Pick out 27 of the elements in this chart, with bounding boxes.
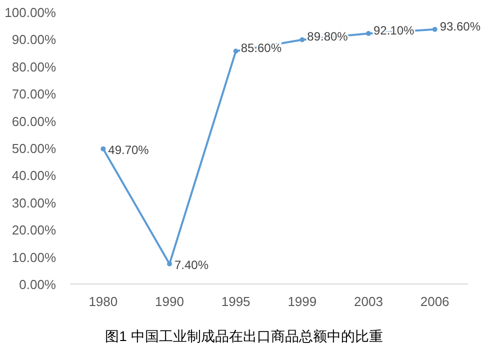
point bbox=[300, 37, 305, 42]
point bbox=[167, 261, 172, 266]
x-tick-label: 1990 bbox=[155, 294, 184, 309]
x-tick-label: 1980 bbox=[88, 294, 118, 309]
point bbox=[366, 30, 371, 36]
y-tick-label: 90.00% bbox=[12, 32, 56, 48]
point bbox=[100, 146, 106, 152]
point bbox=[432, 26, 438, 32]
y-tick-label: 20.00% bbox=[12, 222, 56, 238]
point bbox=[233, 48, 238, 54]
data-label: 93.60% bbox=[440, 19, 481, 34]
y-tick-label: 0.00% bbox=[19, 277, 56, 292]
x-tick-label: 1995 bbox=[221, 294, 250, 309]
y-tick-label: 100.00% bbox=[4, 5, 56, 20]
y-tick-label: 40.00% bbox=[12, 168, 56, 184]
y-tick-label: 80.00% bbox=[12, 59, 56, 74]
y-tick-label: 30.00% bbox=[12, 195, 56, 210]
y-tick-label: 10.00% bbox=[12, 250, 56, 265]
x-tick-label: 2003 bbox=[354, 294, 383, 309]
data-label: 7.40% bbox=[174, 258, 209, 272]
y-tick-label: 50.00% bbox=[12, 141, 56, 156]
x-tick-label: 1999 bbox=[288, 294, 317, 309]
text: 图1 中国工业制成品在出口商品总额中的比重 bbox=[105, 328, 383, 344]
y-tick-label: 60.00% bbox=[12, 114, 56, 129]
data-label: 49.70% bbox=[108, 142, 150, 157]
y-tick-label: 70.00% bbox=[12, 86, 56, 102]
x-tick-label: 2006 bbox=[420, 294, 450, 309]
